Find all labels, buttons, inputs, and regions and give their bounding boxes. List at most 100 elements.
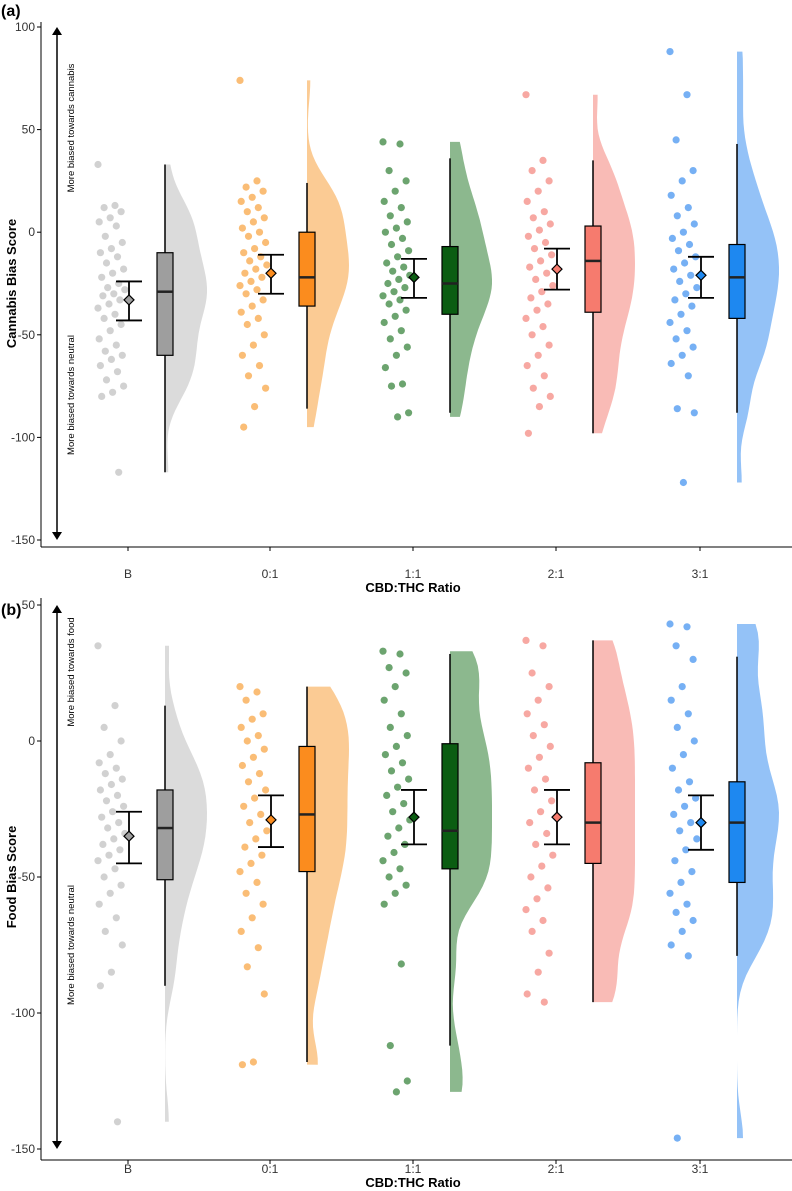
data-point: [390, 288, 398, 296]
data-point: [543, 829, 551, 838]
y-tick-label: 0: [28, 734, 35, 748]
x-tick-label: 0:1: [262, 567, 279, 581]
data-point: [236, 683, 244, 691]
data-point: [545, 949, 553, 957]
data-point: [679, 228, 688, 236]
data-point: [96, 982, 104, 990]
data-point: [679, 478, 688, 487]
data-point: [102, 259, 111, 267]
data-point: [534, 187, 542, 195]
data-point: [106, 889, 114, 897]
data-point: [102, 797, 111, 805]
data-point: [94, 160, 102, 169]
violin-half: [737, 624, 779, 1139]
data-point: [379, 857, 387, 865]
data-point: [112, 764, 120, 772]
data-point: [241, 843, 249, 851]
data-point: [688, 868, 696, 876]
x-tick-label: 1:1: [405, 567, 422, 581]
data-point: [543, 269, 551, 277]
data-point: [262, 238, 270, 247]
data-point: [251, 245, 259, 253]
data-point: [106, 327, 114, 335]
data-point: [385, 167, 393, 175]
box: [441, 743, 459, 870]
data-point: [238, 224, 246, 232]
data-point: [690, 220, 698, 228]
data-point: [403, 732, 411, 740]
data-point: [120, 265, 128, 273]
data-point: [398, 759, 407, 767]
data-point: [672, 642, 680, 650]
category-group: 0:1: [236, 683, 349, 1176]
mean-diamond: [551, 263, 563, 275]
mean-diamond: [123, 294, 135, 306]
data-point: [243, 320, 251, 329]
data-point: [391, 312, 399, 320]
violin-half: [165, 164, 207, 473]
data-point: [666, 620, 674, 628]
data-point: [527, 294, 535, 302]
data-point: [545, 177, 553, 185]
data-point: [381, 228, 389, 236]
data-point: [105, 300, 113, 308]
category-group: 0:1: [236, 76, 349, 581]
violin-half: [307, 686, 349, 1065]
data-point: [243, 208, 251, 216]
data-point: [540, 721, 548, 729]
data-point: [381, 751, 389, 759]
data-point: [249, 218, 257, 226]
data-point: [244, 372, 253, 380]
data-point: [397, 327, 405, 335]
data-point: [386, 1042, 394, 1050]
category-group: B: [94, 160, 207, 581]
data-point: [255, 228, 264, 236]
data-point: [259, 187, 267, 195]
data-point: [395, 824, 403, 832]
data-point: [528, 331, 536, 339]
data-point: [398, 380, 407, 388]
data-point: [672, 335, 680, 343]
data-point: [112, 914, 120, 922]
mean-diamond: [123, 830, 135, 843]
data-point: [397, 960, 405, 968]
data-point: [387, 767, 396, 775]
data-point: [392, 1088, 400, 1096]
data-point: [254, 732, 262, 740]
data-point: [535, 753, 544, 761]
data-point: [537, 808, 545, 816]
data-point: [236, 868, 244, 876]
data-point: [666, 889, 674, 897]
data-point: [538, 288, 546, 296]
category-group: 1:1: [379, 138, 492, 581]
data-point: [389, 267, 397, 275]
x-axis-title: CBD:THC Ratio: [365, 580, 460, 595]
data-point: [539, 323, 547, 331]
data-point: [248, 715, 256, 723]
data-point: [95, 900, 103, 908]
data-point: [251, 403, 259, 411]
data-point: [537, 257, 545, 265]
data-point: [247, 277, 255, 285]
x-axis-title: CBD:THC Ratio: [365, 1175, 460, 1190]
data-point: [539, 642, 547, 650]
data-point: [535, 403, 544, 411]
data-point: [237, 197, 245, 205]
data-point: [242, 696, 250, 704]
data-point: [104, 284, 112, 292]
x-tick-label: B: [124, 1162, 132, 1176]
data-point: [524, 764, 533, 772]
data-point: [683, 900, 691, 908]
data-point: [682, 290, 690, 298]
data-point: [253, 688, 261, 696]
mean-diamond: [695, 269, 707, 282]
data-point: [676, 277, 684, 285]
data-point: [115, 468, 123, 476]
box: [584, 225, 602, 313]
data-point: [255, 770, 264, 778]
data-point: [237, 927, 245, 936]
data-point: [398, 234, 407, 242]
data-point: [105, 851, 113, 859]
data-point: [238, 1061, 246, 1069]
